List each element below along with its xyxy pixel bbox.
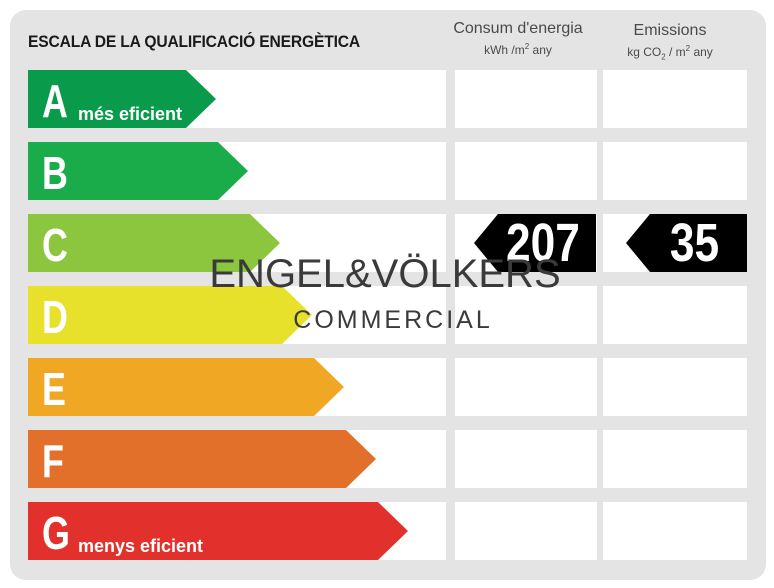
rating-letter: F [42, 435, 64, 487]
rating-arrow-f [28, 430, 376, 488]
consumption-unit: kWh /m2 any [484, 42, 552, 57]
consumption-marker-shape [474, 214, 596, 272]
emissions-cell-b [603, 142, 747, 200]
rating-arrow-b [28, 142, 248, 200]
emissions-column-header: Emissions kg CO2 / m2 any [600, 22, 740, 61]
emissions-marker-shape [626, 214, 747, 272]
rating-letter: D [42, 291, 68, 343]
emissions-value: 35 [669, 213, 720, 273]
rating-arrow-d [28, 286, 312, 344]
consumption-header-label: Consum d'energia [453, 20, 583, 37]
consumption-cell-f [455, 430, 597, 488]
rating-sublabel: més eficient [78, 104, 183, 124]
scale-title: ESCALA DE LA QUALIFICACIÓ ENERGÈTICA [28, 32, 360, 51]
rating-letter: E [42, 363, 66, 415]
emissions-cell-e [603, 358, 747, 416]
rating-letter: G [42, 507, 70, 559]
emissions-cell-f [603, 430, 747, 488]
emissions-cell-a [603, 70, 747, 128]
rating-letter: A [42, 75, 68, 127]
consumption-value: 207 [506, 213, 580, 273]
consumption-cell-b [455, 142, 597, 200]
emissions-value-marker: 35 [626, 214, 747, 272]
emissions-cell-g [603, 502, 747, 560]
consumption-column-header: Consum d'energia kWh /m2 any [448, 20, 588, 57]
consumption-cell-g [455, 502, 597, 560]
emissions-unit: kg CO2 / m2 any [627, 44, 713, 62]
emissions-cell-d [603, 286, 747, 344]
rating-letter: B [42, 147, 68, 199]
rating-sublabel: menys eficient [78, 536, 204, 556]
rating-arrow-g [28, 502, 408, 560]
consumption-cell-e [455, 358, 597, 416]
brand-watermark: ENGEL&VÖLKERS [209, 252, 561, 296]
consumption-value-marker: 207 [474, 214, 596, 272]
emissions-header-label: Emissions [633, 22, 707, 39]
rating-arrow-a [28, 70, 216, 128]
division-watermark: COMMERCIAL [293, 306, 493, 334]
rating-arrow-c [28, 214, 280, 272]
consumption-cell-d [455, 286, 597, 344]
consumption-cell-a [455, 70, 597, 128]
rating-arrow-e [28, 358, 344, 416]
rating-letter: C [42, 219, 68, 271]
